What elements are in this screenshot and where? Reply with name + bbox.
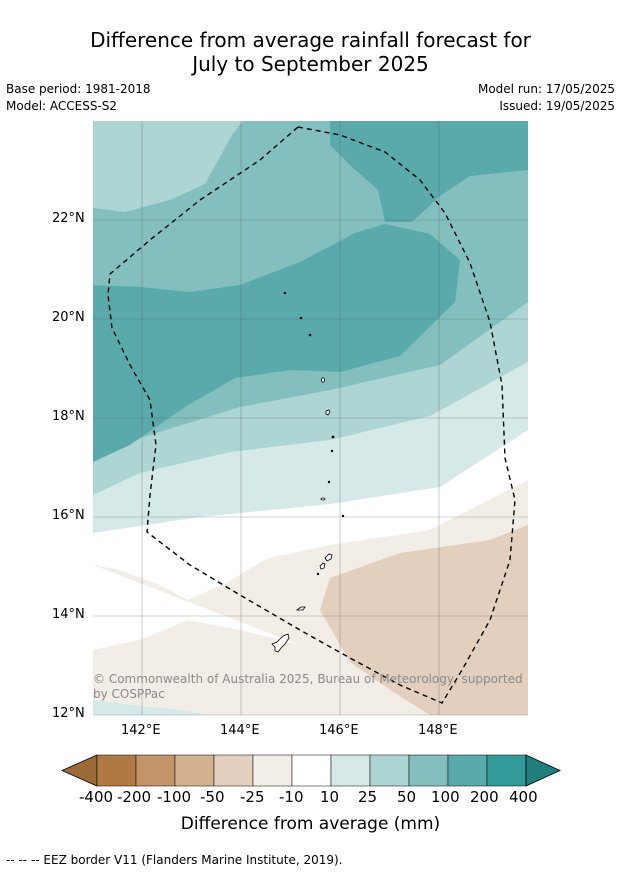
island-tinian [319, 562, 326, 570]
eez-footer-note: -- -- -- EEZ border V11 (Flanders Marine… [6, 853, 343, 867]
cb-label-10: 10 [320, 788, 340, 806]
colorbar-segment [447, 754, 488, 787]
meta-left: Base period: 1981-2018 Model: ACCESS-S2 [6, 81, 151, 115]
colorbar-title: Difference from average (mm) [180, 814, 441, 834]
band-100-200-north [330, 121, 528, 222]
island-guam [271, 633, 290, 653]
cb-label-25: 25 [358, 788, 378, 806]
cb-label-neg25: -25 [240, 788, 265, 806]
band-neg25-neg50 [320, 525, 528, 715]
model-name: Model: ACCESS-S2 [6, 99, 118, 113]
colorbar-segment [135, 754, 176, 787]
islands [271, 291, 345, 653]
island-dot [330, 449, 334, 453]
lat-gridlines [93, 219, 528, 716]
model-run: Model run: 17/05/2025 [477, 82, 615, 96]
island-dot [327, 480, 331, 484]
map-title: Difference from average rainfall forecas… [0, 28, 621, 76]
island-outline [320, 497, 326, 501]
colorbar-segment [408, 754, 449, 787]
island-dot [331, 435, 335, 439]
colorbar-segment [330, 754, 371, 787]
copyright-notice: © Commonwealth of Australia 2025, Bureau… [93, 672, 523, 702]
band-100-200 [93, 224, 460, 462]
lon-gridlines [141, 121, 440, 715]
colorbar [61, 754, 561, 787]
cb-label-400: 400 [509, 788, 538, 806]
lon-label-144: 144°E [220, 723, 260, 738]
lat-label-14: 14°N [52, 607, 85, 622]
colorbar-segment [252, 754, 293, 787]
colorbar-segment [213, 754, 254, 787]
lon-label-142: 142°E [121, 723, 161, 738]
island-dot [341, 514, 345, 518]
island-rota [295, 606, 306, 611]
island-outline [325, 409, 331, 416]
lon-label-148: 148°E [418, 723, 458, 738]
island-dot [316, 572, 320, 576]
issued-date: Issued: 19/05/2025 [499, 99, 615, 113]
lat-label-16: 16°N [52, 508, 85, 523]
cb-label-neg100: -100 [157, 788, 192, 806]
cb-label-neg200: -200 [117, 788, 152, 806]
colorbar-segment [486, 754, 527, 787]
lat-label-22: 22°N [52, 211, 85, 226]
island-dot [308, 333, 312, 337]
cb-label-neg50: -50 [200, 788, 225, 806]
band-10-25-sw [93, 700, 210, 715]
colorbar-extend-high [525, 754, 561, 787]
title-line-2: July to September 2025 [192, 52, 429, 76]
lat-label-18: 18°N [52, 409, 85, 424]
meta-right: Model run: 17/05/2025 Issued: 19/05/2025 [478, 81, 615, 115]
lat-label-20: 20°N [52, 310, 85, 325]
cb-label-100: 100 [431, 788, 460, 806]
cb-label-neg400: -400 [79, 788, 114, 806]
base-period: Base period: 1981-2018 [6, 82, 151, 96]
island-dot [283, 291, 287, 295]
island-dot [299, 316, 303, 320]
title-line-1: Difference from average rainfall forecas… [90, 28, 531, 52]
colorbar-segment [369, 754, 410, 787]
lon-label-146: 146°E [319, 723, 359, 738]
lat-label-12: 12°N [52, 706, 85, 721]
band-25-50-nw [93, 121, 243, 212]
cb-label-200: 200 [470, 788, 499, 806]
island-saipan [324, 553, 333, 562]
colorbar-segment [174, 754, 215, 787]
colorbar-extend-low [61, 754, 98, 787]
colorbar-segment [291, 754, 332, 787]
colorbar-segment [96, 754, 137, 787]
island-outline [320, 377, 325, 383]
copyright-line-2: by COSPPac [93, 687, 165, 701]
cb-label-50: 50 [397, 788, 417, 806]
copyright-line-1: © Commonwealth of Australia 2025, Bureau… [93, 672, 523, 686]
cb-label-neg10: -10 [279, 788, 304, 806]
